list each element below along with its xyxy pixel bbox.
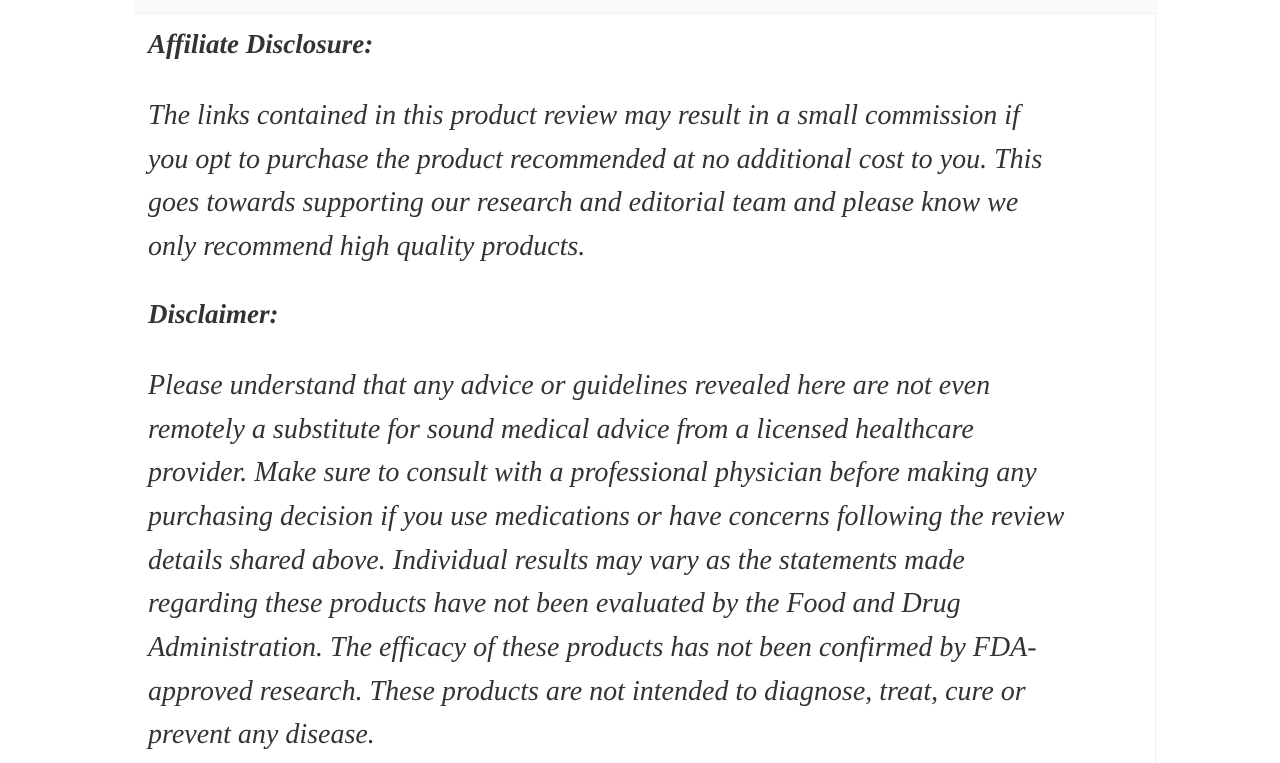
content-top-edge bbox=[133, 0, 1157, 14]
disclaimer-heading: Disclaimer: bbox=[148, 298, 279, 329]
affiliate-disclosure-text: The links contained in this product revi… bbox=[148, 100, 1043, 263]
disclaimer-text: Please understand that any advice or gui… bbox=[148, 369, 1065, 751]
affiliate-disclosure-heading: Affiliate Disclosure: bbox=[148, 29, 374, 59]
content-right-divider bbox=[1155, 13, 1156, 763]
disclosure-section: Affiliate Disclosure: The links containe… bbox=[148, 0, 1138, 757]
